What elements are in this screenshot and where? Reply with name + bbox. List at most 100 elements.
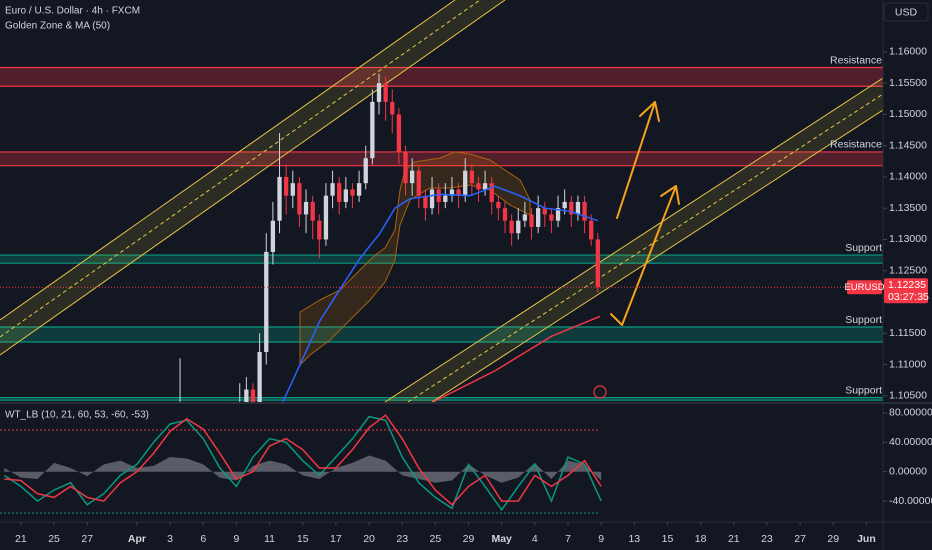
osc-y-tick-label: 0.00000 bbox=[889, 465, 927, 477]
candle-body bbox=[264, 251, 269, 352]
x-tick-label: 25 bbox=[430, 533, 442, 545]
candle-body bbox=[250, 389, 256, 402]
candle-body bbox=[456, 189, 461, 196]
candle-body bbox=[463, 170, 468, 196]
zones bbox=[0, 66, 883, 401]
alert-icon[interactable] bbox=[593, 385, 607, 399]
osc-y-tick-label: -40.00000 bbox=[889, 495, 932, 507]
x-tick-label: 27 bbox=[794, 533, 806, 545]
indicator-name: Golden Zone & MA (50) bbox=[5, 21, 110, 32]
candle-body bbox=[310, 201, 315, 221]
x-tick-label: Apr bbox=[128, 533, 146, 545]
arrow bbox=[616, 101, 656, 219]
x-tick-label: May bbox=[491, 533, 512, 545]
channel-line bbox=[384, 77, 883, 402]
x-tick-label: 23 bbox=[761, 533, 773, 545]
candle-body bbox=[562, 201, 567, 209]
symbol-label: EURUSD bbox=[844, 282, 884, 293]
y-tick-label: 1.14000 bbox=[889, 171, 927, 183]
x-tick-label: 15 bbox=[662, 533, 674, 545]
zone-label: Support bbox=[845, 314, 882, 326]
x-tick-label: 15 bbox=[297, 533, 309, 545]
x-tick-label: Jun bbox=[857, 533, 876, 545]
candle-body bbox=[436, 189, 441, 202]
y-tick-label: 1.16000 bbox=[889, 46, 927, 58]
candle-body bbox=[582, 201, 587, 221]
y-tick-label: 1.12500 bbox=[889, 264, 927, 276]
x-tick-label: 17 bbox=[330, 533, 342, 545]
x-tick-label: 21 bbox=[728, 533, 740, 545]
zone-label: Resistance bbox=[830, 139, 882, 151]
channel-mid bbox=[407, 93, 883, 402]
y-tick-label: 1.14500 bbox=[889, 139, 927, 151]
candle-body bbox=[356, 183, 362, 196]
candle-body bbox=[489, 183, 494, 202]
candle-body bbox=[283, 176, 289, 196]
x-tick-label: 29 bbox=[463, 533, 475, 545]
x-tick-label: 4 bbox=[532, 533, 538, 545]
y-tick-label: 1.15000 bbox=[889, 108, 927, 120]
moving-average bbox=[432, 315, 601, 402]
candle-body bbox=[443, 195, 448, 202]
candle-body bbox=[469, 170, 474, 184]
x-tick-label: 3 bbox=[167, 533, 173, 545]
candle-body bbox=[516, 220, 521, 234]
y-tick-label: 1.10500 bbox=[889, 390, 927, 402]
zone-label: Resistance bbox=[830, 54, 882, 66]
candles bbox=[179, 73, 600, 402]
currency: USD bbox=[895, 6, 918, 18]
candle-body bbox=[542, 208, 547, 215]
oscillator-title: WT_LB (10, 21, 60, 53, -60, -53) bbox=[5, 410, 149, 421]
candle-body bbox=[575, 201, 581, 215]
x-tick-label: 6 bbox=[200, 533, 206, 545]
osc-y-tick-label: 40.00000 bbox=[889, 436, 932, 448]
candle-body bbox=[303, 201, 309, 215]
candle-body bbox=[569, 201, 574, 215]
channel-line bbox=[431, 109, 883, 402]
candle-body bbox=[409, 170, 415, 184]
candle-body bbox=[496, 201, 501, 209]
candle-body bbox=[343, 189, 348, 202]
candle-body bbox=[555, 208, 561, 221]
candle-body bbox=[595, 239, 600, 288]
oscillator-line bbox=[4, 414, 602, 506]
candle-body bbox=[257, 351, 262, 402]
candle-body bbox=[529, 214, 534, 227]
y-tick-label: 1.11500 bbox=[889, 327, 926, 339]
arrow-head bbox=[639, 101, 660, 122]
candle-body bbox=[376, 83, 382, 102]
candle-body bbox=[536, 208, 541, 227]
symbol-label-bg bbox=[847, 280, 882, 295]
oscillator-line bbox=[3, 415, 602, 512]
x-tick-label: 9 bbox=[233, 533, 239, 545]
price-label-bg bbox=[884, 278, 928, 304]
candle-body bbox=[403, 151, 408, 184]
zone bbox=[0, 326, 883, 342]
candle-body bbox=[416, 170, 421, 196]
oscillator-pane bbox=[0, 414, 602, 514]
candle-body bbox=[396, 114, 402, 152]
channel-line bbox=[0, 0, 506, 356]
candle-body bbox=[323, 195, 329, 240]
x-tick-label: 9 bbox=[598, 533, 604, 545]
x-tick-label: 21 bbox=[15, 533, 27, 545]
y-tick-label: 1.15500 bbox=[889, 77, 927, 89]
candle-body bbox=[363, 158, 368, 184]
x-tick-label: 18 bbox=[695, 533, 707, 545]
currency-button[interactable] bbox=[883, 2, 929, 22]
x-tick-label: 29 bbox=[827, 533, 839, 545]
chart-title: Euro / U.S. Dollar · 4h · FXCM bbox=[5, 6, 140, 17]
moving-averages bbox=[282, 185, 601, 402]
zone-label: Support bbox=[845, 384, 882, 396]
x-tick-label: 11 bbox=[264, 533, 275, 545]
candle-body bbox=[509, 220, 514, 234]
zone bbox=[0, 67, 883, 87]
candle-body bbox=[383, 83, 388, 102]
osc-y-tick-label: 80.00000 bbox=[889, 407, 932, 419]
candle-body bbox=[476, 183, 481, 190]
channel-line bbox=[0, 0, 456, 321]
x-tick-label: 20 bbox=[363, 533, 375, 545]
arrow bbox=[610, 185, 677, 326]
candle-body bbox=[317, 220, 322, 240]
